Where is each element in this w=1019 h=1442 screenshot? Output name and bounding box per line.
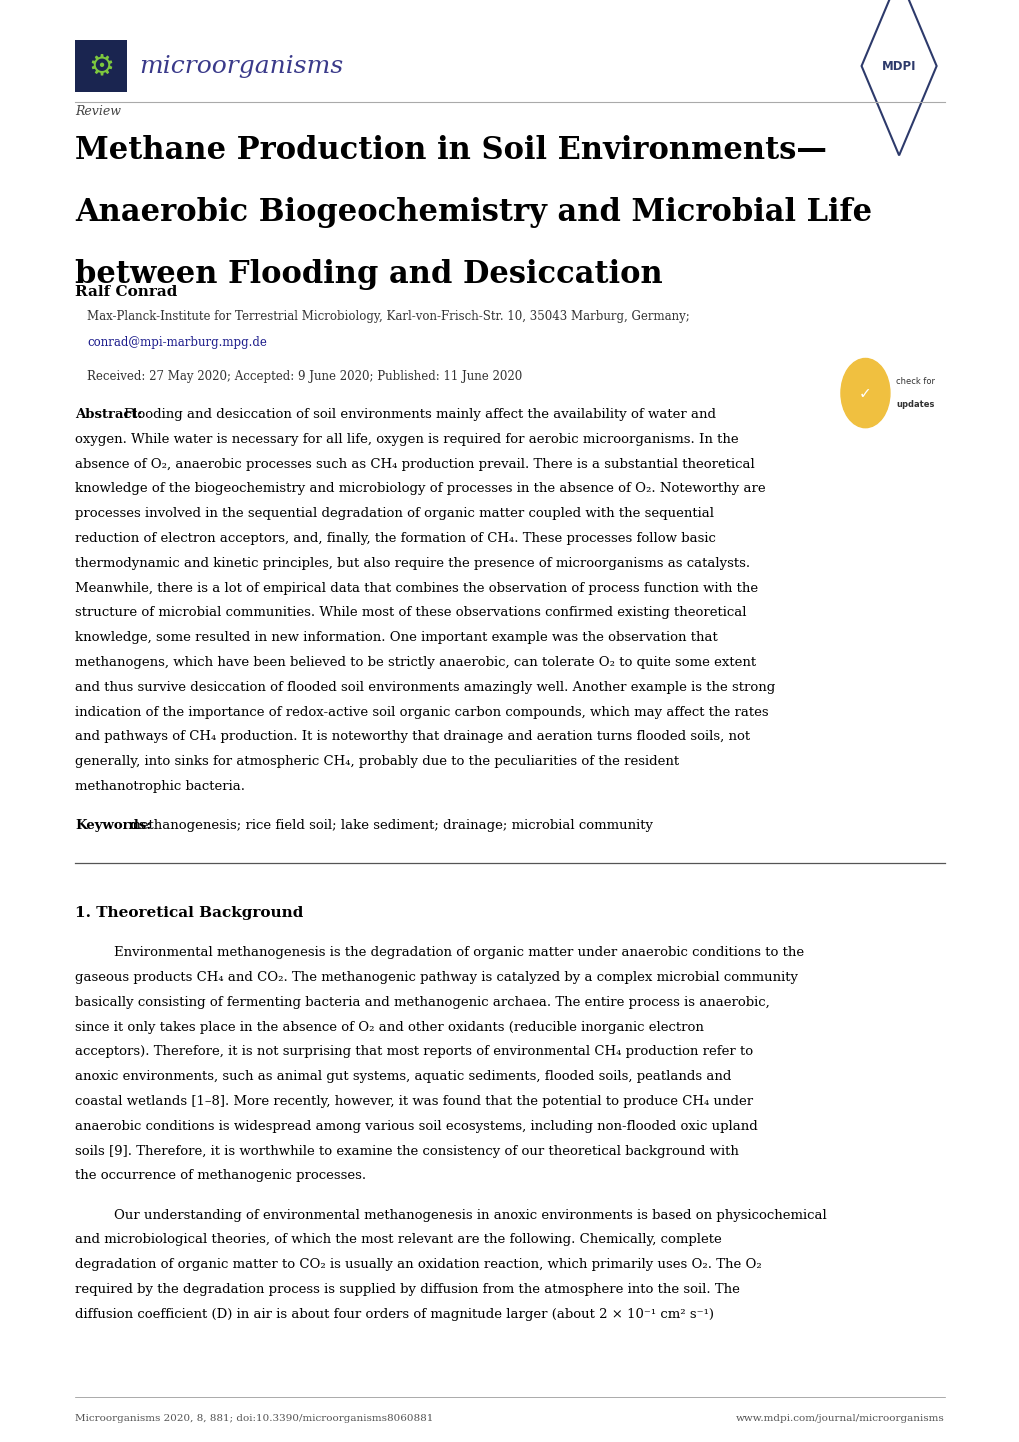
Text: Received: 27 May 2020; Accepted: 9 June 2020; Published: 11 June 2020: Received: 27 May 2020; Accepted: 9 June … <box>88 371 522 384</box>
Text: gaseous products CH₄ and CO₂. The methanogenic pathway is catalyzed by a complex: gaseous products CH₄ and CO₂. The methan… <box>75 970 797 983</box>
Text: Max-Planck-Institute for Terrestrial Microbiology, Karl-von-Frisch-Str. 10, 3504: Max-Planck-Institute for Terrestrial Mic… <box>88 310 689 323</box>
Text: Our understanding of environmental methanogenesis in anoxic environments is base: Our understanding of environmental metha… <box>114 1208 825 1221</box>
Text: required by the degradation process is supplied by diffusion from the atmosphere: required by the degradation process is s… <box>75 1283 739 1296</box>
Text: MDPI: MDPI <box>881 59 915 72</box>
Text: ✓: ✓ <box>858 385 871 401</box>
Text: Meanwhile, there is a lot of empirical data that combines the observation of pro: Meanwhile, there is a lot of empirical d… <box>75 581 757 594</box>
Text: check for: check for <box>895 376 934 386</box>
Text: Ralf Conrad: Ralf Conrad <box>75 286 177 298</box>
Text: Keywords:: Keywords: <box>75 819 151 832</box>
Text: www.mdpi.com/journal/microorganisms: www.mdpi.com/journal/microorganisms <box>736 1415 944 1423</box>
Text: absence of O₂, anaerobic processes such as CH₄ production prevail. There is a su: absence of O₂, anaerobic processes such … <box>75 457 754 470</box>
Text: Review: Review <box>75 105 121 118</box>
Text: Abstract:: Abstract: <box>75 408 143 421</box>
Text: microorganisms: microorganisms <box>140 55 343 78</box>
Text: reduction of electron acceptors, and, finally, the formation of CH₄. These proce: reduction of electron acceptors, and, fi… <box>75 532 715 545</box>
Text: the occurrence of methanogenic processes.: the occurrence of methanogenic processes… <box>75 1169 366 1182</box>
Text: coastal wetlands [1–8]. More recently, however, it was found that the potential : coastal wetlands [1–8]. More recently, h… <box>75 1094 752 1107</box>
Text: degradation of organic matter to CO₂ is usually an oxidation reaction, which pri: degradation of organic matter to CO₂ is … <box>75 1259 761 1272</box>
Text: soils [9]. Therefore, it is worthwhile to examine the consistency of our theoret: soils [9]. Therefore, it is worthwhile t… <box>75 1145 738 1158</box>
Text: methanotrophic bacteria.: methanotrophic bacteria. <box>75 780 245 793</box>
Text: Methane Production in Soil Environments—: Methane Production in Soil Environments— <box>75 136 826 166</box>
Text: since it only takes place in the absence of O₂ and other oxidants (reducible ino: since it only takes place in the absence… <box>75 1021 703 1034</box>
Text: acceptors). Therefore, it is not surprising that most reports of environmental C: acceptors). Therefore, it is not surpris… <box>75 1045 752 1058</box>
Text: conrad@mpi-marburg.mpg.de: conrad@mpi-marburg.mpg.de <box>88 336 267 349</box>
Text: oxygen. While water is necessary for all life, oxygen is required for aerobic mi: oxygen. While water is necessary for all… <box>75 433 738 446</box>
Text: processes involved in the sequential degradation of organic matter coupled with : processes involved in the sequential deg… <box>75 508 713 521</box>
Text: Anaerobic Biogeochemistry and Microbial Life: Anaerobic Biogeochemistry and Microbial … <box>75 198 871 228</box>
Text: indication of the importance of redox-active soil organic carbon compounds, whic: indication of the importance of redox-ac… <box>75 705 768 718</box>
FancyBboxPatch shape <box>75 40 127 92</box>
Text: knowledge, some resulted in new information. One important example was the obser: knowledge, some resulted in new informat… <box>75 632 717 645</box>
Text: updates: updates <box>895 399 933 410</box>
Text: between Flooding and Desiccation: between Flooding and Desiccation <box>75 260 662 290</box>
Text: anaerobic conditions is widespread among various soil ecosystems, including non-: anaerobic conditions is widespread among… <box>75 1120 757 1133</box>
Text: Flooding and desiccation of soil environments mainly affect the availability of : Flooding and desiccation of soil environ… <box>124 408 715 421</box>
Text: methanogens, which have been believed to be strictly anaerobic, can tolerate O₂ : methanogens, which have been believed to… <box>75 656 755 669</box>
Text: generally, into sinks for atmospheric CH₄, probably due to the peculiarities of : generally, into sinks for atmospheric CH… <box>75 756 679 769</box>
Text: ⚙: ⚙ <box>88 52 114 79</box>
Text: and microbiological theories, of which the most relevant are the following. Chem: and microbiological theories, of which t… <box>75 1233 721 1246</box>
Text: and thus survive desiccation of flooded soil environments amazingly well. Anothe: and thus survive desiccation of flooded … <box>75 681 774 694</box>
Text: basically consisting of fermenting bacteria and methanogenic archaea. The entire: basically consisting of fermenting bacte… <box>75 996 769 1009</box>
Text: diffusion coefficient (D) in air is about four orders of magnitude larger (about: diffusion coefficient (D) in air is abou… <box>75 1308 713 1321</box>
Text: Microorganisms 2020, 8, 881; doi:10.3390/microorganisms8060881: Microorganisms 2020, 8, 881; doi:10.3390… <box>75 1415 433 1423</box>
Text: and pathways of CH₄ production. It is noteworthy that drainage and aeration turn: and pathways of CH₄ production. It is no… <box>75 731 749 744</box>
Text: thermodynamic and kinetic principles, but also require the presence of microorga: thermodynamic and kinetic principles, bu… <box>75 557 749 570</box>
Text: Environmental methanogenesis is the degradation of organic matter under anaerobi: Environmental methanogenesis is the degr… <box>114 946 803 959</box>
Text: anoxic environments, such as animal gut systems, aquatic sediments, flooded soil: anoxic environments, such as animal gut … <box>75 1070 731 1083</box>
Text: knowledge of the biogeochemistry and microbiology of processes in the absence of: knowledge of the biogeochemistry and mic… <box>75 483 765 496</box>
Text: 1. Theoretical Background: 1. Theoretical Background <box>75 906 303 920</box>
Text: methanogenesis; rice field soil; lake sediment; drainage; microbial community: methanogenesis; rice field soil; lake se… <box>124 819 652 832</box>
Circle shape <box>840 359 889 428</box>
Text: structure of microbial communities. While most of these observations confirmed e: structure of microbial communities. Whil… <box>75 607 746 620</box>
